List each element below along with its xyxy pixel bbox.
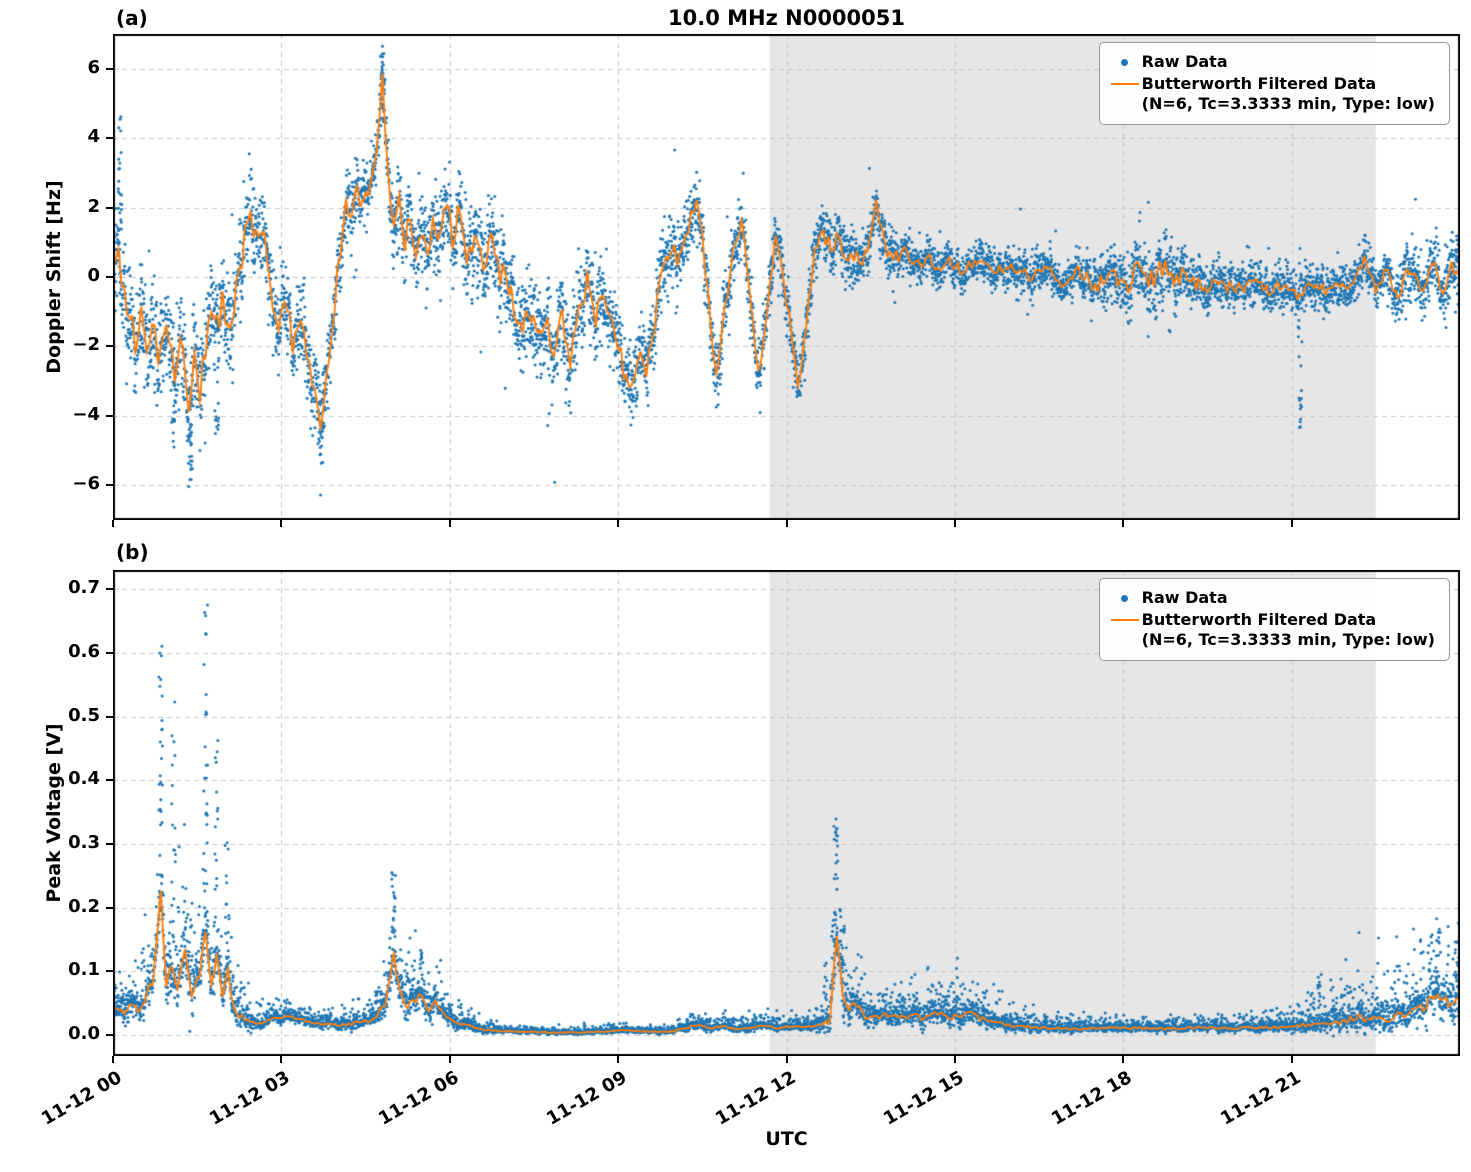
y-tick-label: 0: [87, 265, 100, 286]
x-tick: [280, 520, 283, 527]
panel-b-legend: Raw Data Butterworth Filtered Data (N=6,…: [1098, 578, 1450, 661]
raw-data-dot-icon: [1121, 58, 1129, 66]
legend-filtered-label: Butterworth Filtered Data: [1141, 610, 1377, 629]
y-tick-label: 4: [87, 126, 100, 148]
legend-filtered-text: Butterworth Filtered Data (N=6, Tc=3.333…: [1142, 74, 1435, 114]
y-tick-label: 0.4: [68, 768, 100, 790]
x-tick: [617, 520, 620, 527]
panel-b-label: (b): [116, 540, 149, 564]
y-tick-label: 0.1: [68, 959, 100, 981]
x-tick: [448, 520, 451, 527]
panel-a-legend: Raw Data Butterworth Filtered Data (N=6,…: [1098, 42, 1450, 125]
legend-entry-filtered: Butterworth Filtered Data (N=6, Tc=3.333…: [1108, 610, 1435, 650]
y-tick-label: 0.2: [68, 895, 100, 917]
x-tick: [953, 1056, 956, 1063]
x-tick: [112, 1056, 114, 1063]
legend-entry-raw: Raw Data: [1108, 588, 1435, 608]
x-tick: [1122, 520, 1125, 527]
x-tick: [280, 1056, 283, 1063]
y-tick: [106, 842, 113, 845]
y-tick: [106, 588, 113, 591]
legend-entry-filtered: Butterworth Filtered Data (N=6, Tc=3.333…: [1108, 74, 1435, 114]
x-tick: [785, 520, 788, 527]
panel-a-plot-area: Raw Data Butterworth Filtered Data (N=6,…: [113, 34, 1460, 520]
y-tick: [106, 715, 113, 718]
figure-title: 10.0 MHz N0000051: [668, 6, 905, 30]
y-tick: [106, 345, 113, 348]
filtered-line-icon: [1110, 82, 1139, 86]
y-tick: [106, 484, 113, 487]
x-tick: [617, 1056, 620, 1063]
y-tick-label: −2: [72, 334, 100, 356]
legend-entry-raw: Raw Data: [1108, 52, 1435, 72]
y-tick: [106, 779, 113, 782]
x-tick: [112, 520, 114, 527]
y-tick: [106, 1033, 113, 1036]
filtered-line-marker: [1108, 74, 1142, 94]
x-tick: [1290, 1056, 1293, 1063]
panel-a-label: (a): [116, 6, 148, 30]
legend-filtered-params: (N=6, Tc=3.3333 min, Type: low): [1141, 630, 1435, 649]
y-tick: [106, 651, 113, 654]
x-axis-label: UTC: [765, 1128, 808, 1150]
legend-filtered-text: Butterworth Filtered Data (N=6, Tc=3.333…: [1142, 610, 1435, 650]
y-tick: [106, 206, 113, 209]
legend-raw-label: Raw Data: [1141, 588, 1228, 607]
raw-data-dot-icon: [1121, 594, 1129, 602]
y-tick-label: −4: [72, 403, 100, 425]
y-tick-label: 0.6: [68, 640, 100, 662]
y-tick-label: 0.5: [68, 704, 100, 726]
filtered-line-icon: [1110, 618, 1139, 622]
y-tick-label: 0.7: [68, 577, 100, 599]
raw-data-marker: [1108, 52, 1142, 72]
x-tick: [953, 520, 956, 527]
legend-filtered-label: Butterworth Filtered Data: [1141, 74, 1377, 93]
y-tick-label: 0.0: [68, 1022, 100, 1044]
y-tick-label: 2: [87, 195, 100, 217]
y-tick: [106, 276, 113, 278]
panel-b-plot-area: Raw Data Butterworth Filtered Data (N=6,…: [113, 570, 1460, 1056]
x-tick: [448, 1056, 451, 1063]
y-tick: [106, 970, 113, 973]
y-tick: [106, 137, 113, 140]
y-tick: [106, 67, 113, 70]
legend-filtered-params: (N=6, Tc=3.3333 min, Type: low): [1141, 94, 1435, 113]
legend-raw-label: Raw Data: [1141, 52, 1228, 71]
y-tick: [106, 906, 113, 909]
y-tick: [106, 414, 113, 417]
filtered-line-marker: [1108, 610, 1142, 630]
y-tick-label: −6: [72, 473, 100, 495]
raw-data-marker: [1108, 588, 1142, 608]
y-tick-label: 6: [87, 56, 100, 78]
x-tick: [1290, 520, 1293, 527]
x-tick: [1122, 1056, 1125, 1063]
y-tick-label: 0.3: [68, 831, 100, 853]
x-tick-label: 11-12 00: [38, 1067, 126, 1130]
x-tick: [785, 1056, 788, 1063]
